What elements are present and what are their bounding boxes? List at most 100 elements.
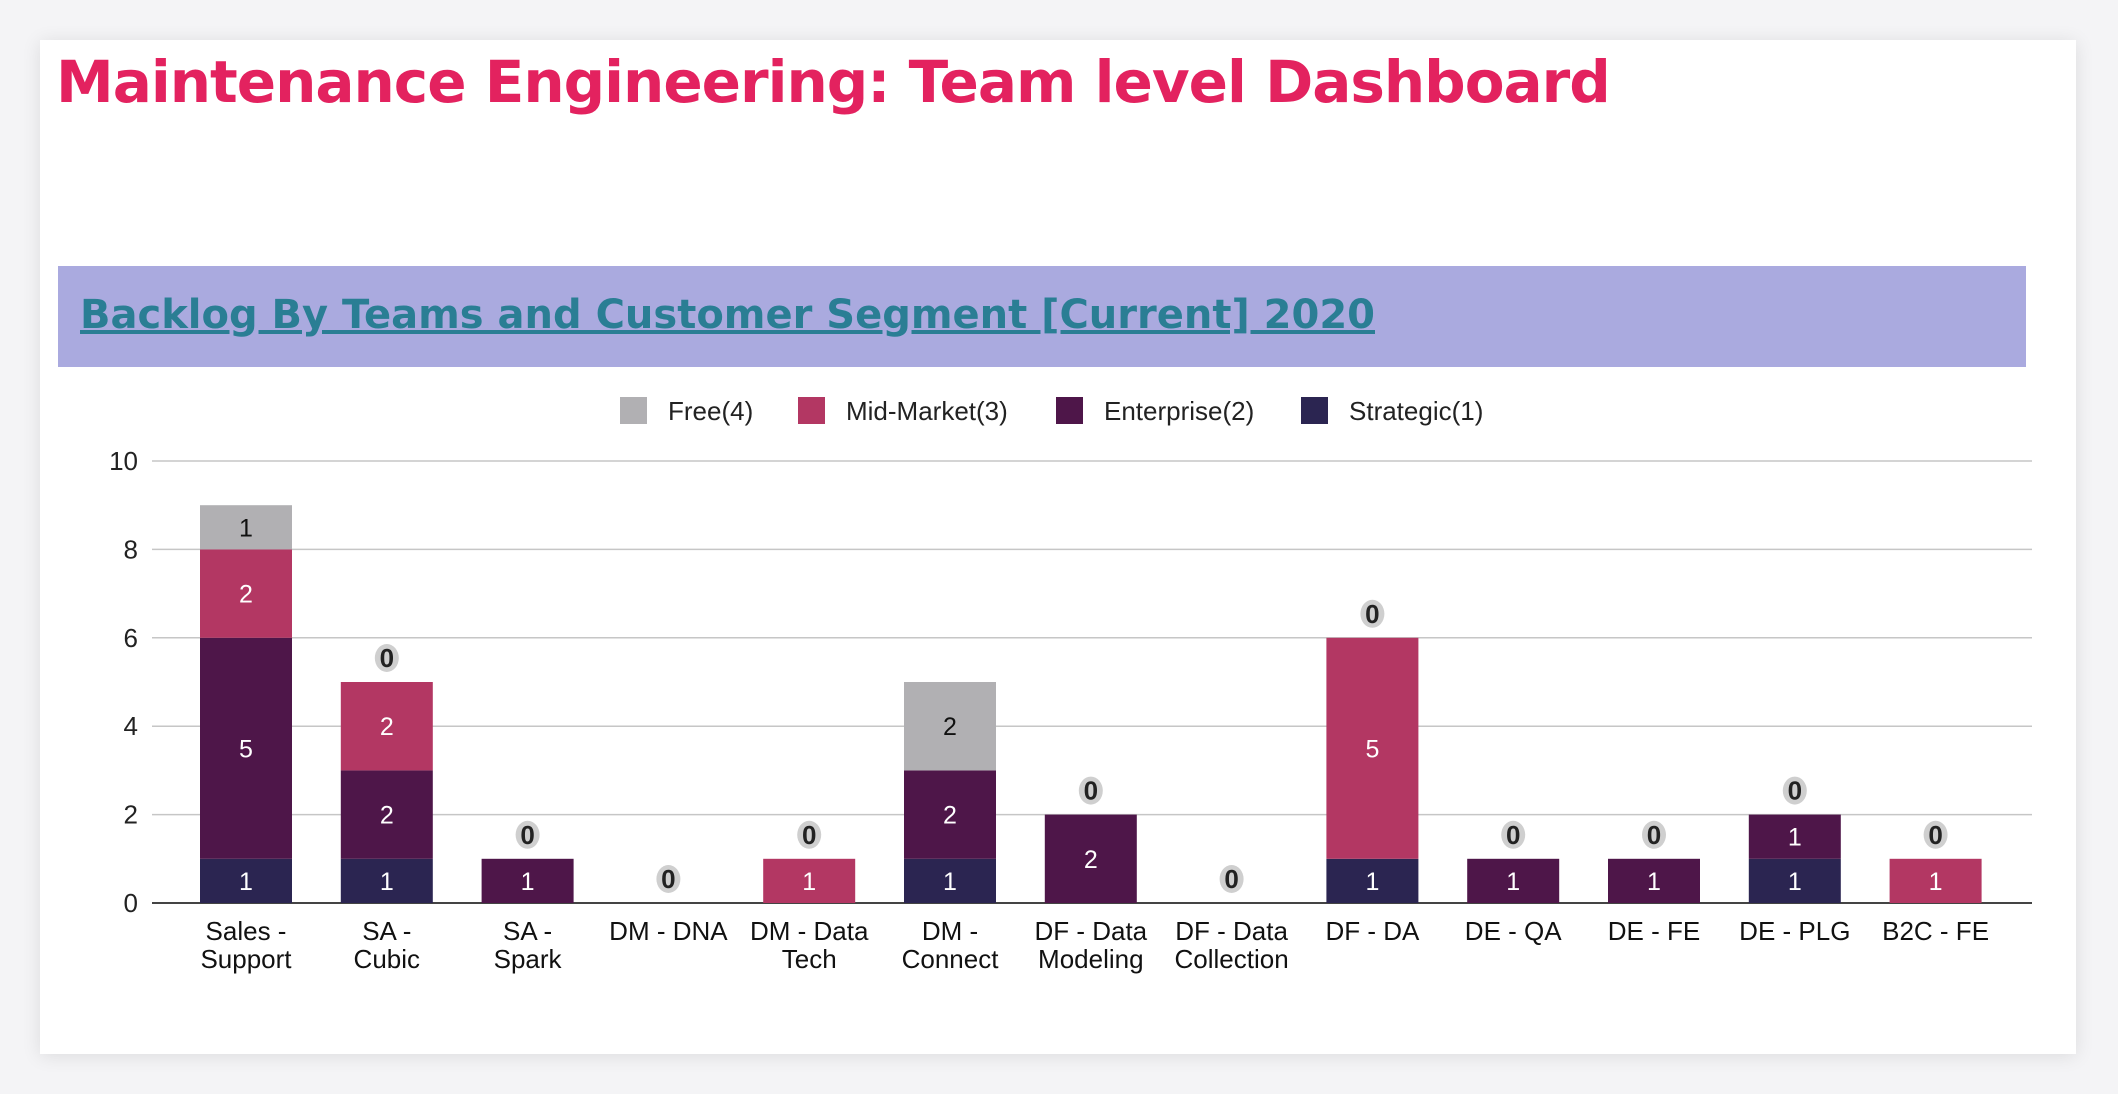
y-tick-label: 6	[124, 623, 138, 653]
category-label: DE - PLG	[1739, 916, 1850, 946]
bar-segment	[481, 858, 574, 903]
category-label: Spark	[494, 944, 563, 974]
legend-label: Mid-Market(3)	[846, 396, 1008, 426]
legend-swatch	[1301, 397, 1328, 424]
zero-label: 0	[520, 820, 534, 850]
category-label: DM - Data	[750, 916, 869, 946]
category-label: Modeling	[1038, 944, 1144, 974]
category-label: Support	[200, 944, 292, 974]
data-label: 1	[943, 868, 957, 896]
bar-segment	[1326, 858, 1419, 903]
zero-label-bg	[1782, 776, 1807, 805]
bar-segment	[200, 637, 292, 859]
data-label: 5	[239, 735, 253, 763]
bar-segment	[1608, 858, 1700, 903]
y-tick-label: 8	[124, 534, 138, 564]
zero-label: 0	[1788, 776, 1802, 806]
zero-label: 0	[1365, 599, 1379, 629]
data-label: 5	[1365, 735, 1379, 763]
category-label: Connect	[902, 944, 1000, 974]
category-label: DF - Data	[1175, 916, 1288, 946]
category-label: DM -	[922, 916, 978, 946]
zero-label: 0	[1224, 864, 1238, 894]
legend-swatch	[1056, 397, 1083, 424]
bar-segment	[1044, 814, 1137, 903]
category-label: B2C - FE	[1882, 916, 1989, 946]
zero-label: 0	[1647, 820, 1661, 850]
zero-label: 0	[1506, 820, 1520, 850]
legend-swatch	[620, 397, 647, 424]
bar-segment	[340, 770, 433, 859]
bar-segment	[340, 682, 433, 771]
legend-label: Enterprise(2)	[1104, 396, 1254, 426]
bar-segment	[1748, 814, 1841, 859]
zero-label-bg	[1923, 820, 1948, 849]
bar-segment	[904, 770, 996, 859]
category-label: DE - FE	[1608, 916, 1700, 946]
bar-segment	[904, 682, 996, 771]
data-label: 1	[1788, 868, 1802, 896]
bar-segment	[1889, 858, 1982, 903]
data-label: 2	[380, 802, 394, 830]
category-label: SA -	[362, 916, 411, 946]
chart-header-banner: Backlog By Teams and Customer Segment [C…	[58, 266, 2026, 367]
zero-label-bg	[797, 820, 822, 849]
data-label: 1	[521, 868, 535, 896]
y-tick-label: 0	[124, 888, 138, 918]
category-label: Cubic	[354, 944, 420, 974]
zero-label: 0	[802, 820, 816, 850]
bar-segment	[200, 505, 292, 550]
zero-label: 0	[1084, 776, 1098, 806]
legend-label: Strategic(1)	[1349, 396, 1483, 426]
data-label: 1	[1506, 868, 1520, 896]
data-label: 2	[1084, 846, 1098, 874]
data-label: 1	[1929, 868, 1943, 896]
zero-label-bg	[374, 644, 399, 672]
category-label: SA -	[503, 916, 552, 946]
zero-label: 0	[1928, 820, 1942, 850]
category-label: Sales -	[206, 916, 287, 946]
bar-segment	[200, 858, 292, 903]
category-label: DF - DA	[1325, 916, 1420, 946]
data-label: 1	[239, 514, 253, 542]
data-label: 1	[380, 868, 394, 896]
data-label: 1	[239, 868, 253, 896]
legend-label: Free(4)	[668, 396, 753, 426]
zero-label-bg	[1360, 599, 1385, 628]
category-label: DF - Data	[1034, 916, 1147, 946]
data-label: 1	[1365, 868, 1379, 896]
zero-label-bg	[656, 865, 681, 893]
bar-segment	[1326, 637, 1419, 859]
y-tick-label: 4	[124, 711, 138, 741]
data-label: 2	[380, 713, 394, 741]
bar-segment	[200, 549, 292, 638]
category-label: Tech	[782, 944, 837, 974]
data-label: 2	[239, 581, 253, 609]
zero-label-bg	[1078, 776, 1103, 805]
legend-swatch	[798, 397, 825, 424]
data-label: 1	[802, 868, 816, 896]
zero-label-bg	[1501, 820, 1526, 849]
bar-segment	[904, 858, 996, 903]
zero-label: 0	[661, 864, 675, 894]
data-label: 1	[1647, 868, 1661, 896]
zero-label-bg	[1642, 820, 1666, 849]
y-tick-label: 10	[109, 446, 138, 476]
y-tick-label: 2	[124, 800, 138, 830]
data-label: 1	[1788, 824, 1802, 852]
bar-segment	[763, 858, 856, 903]
zero-label: 0	[380, 643, 394, 673]
bar-segment	[1748, 858, 1841, 903]
bar-segment	[1467, 858, 1560, 903]
bar-segment	[340, 858, 433, 903]
data-label: 2	[943, 713, 957, 741]
category-label: DM - DNA	[609, 916, 728, 946]
category-label: DE - QA	[1465, 916, 1562, 946]
chart-title-link[interactable]: Backlog By Teams and Customer Segment [C…	[80, 292, 1375, 338]
zero-label-bg	[1219, 865, 1244, 893]
zero-label-bg	[515, 820, 540, 849]
page-title: Maintenance Engineering: Team level Dash…	[56, 48, 1611, 116]
category-label: Collection	[1175, 944, 1289, 974]
data-label: 2	[943, 802, 957, 830]
